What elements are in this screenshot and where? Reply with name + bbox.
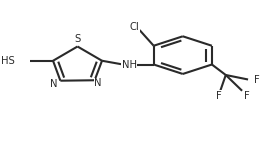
Text: F: F xyxy=(216,91,222,101)
Text: F: F xyxy=(254,75,260,85)
Text: NH: NH xyxy=(122,60,137,69)
Text: F: F xyxy=(244,91,249,101)
Text: S: S xyxy=(75,34,81,44)
Text: N: N xyxy=(94,78,102,88)
Text: N: N xyxy=(50,79,58,89)
Text: Cl: Cl xyxy=(130,22,140,32)
Text: HS: HS xyxy=(1,56,15,66)
